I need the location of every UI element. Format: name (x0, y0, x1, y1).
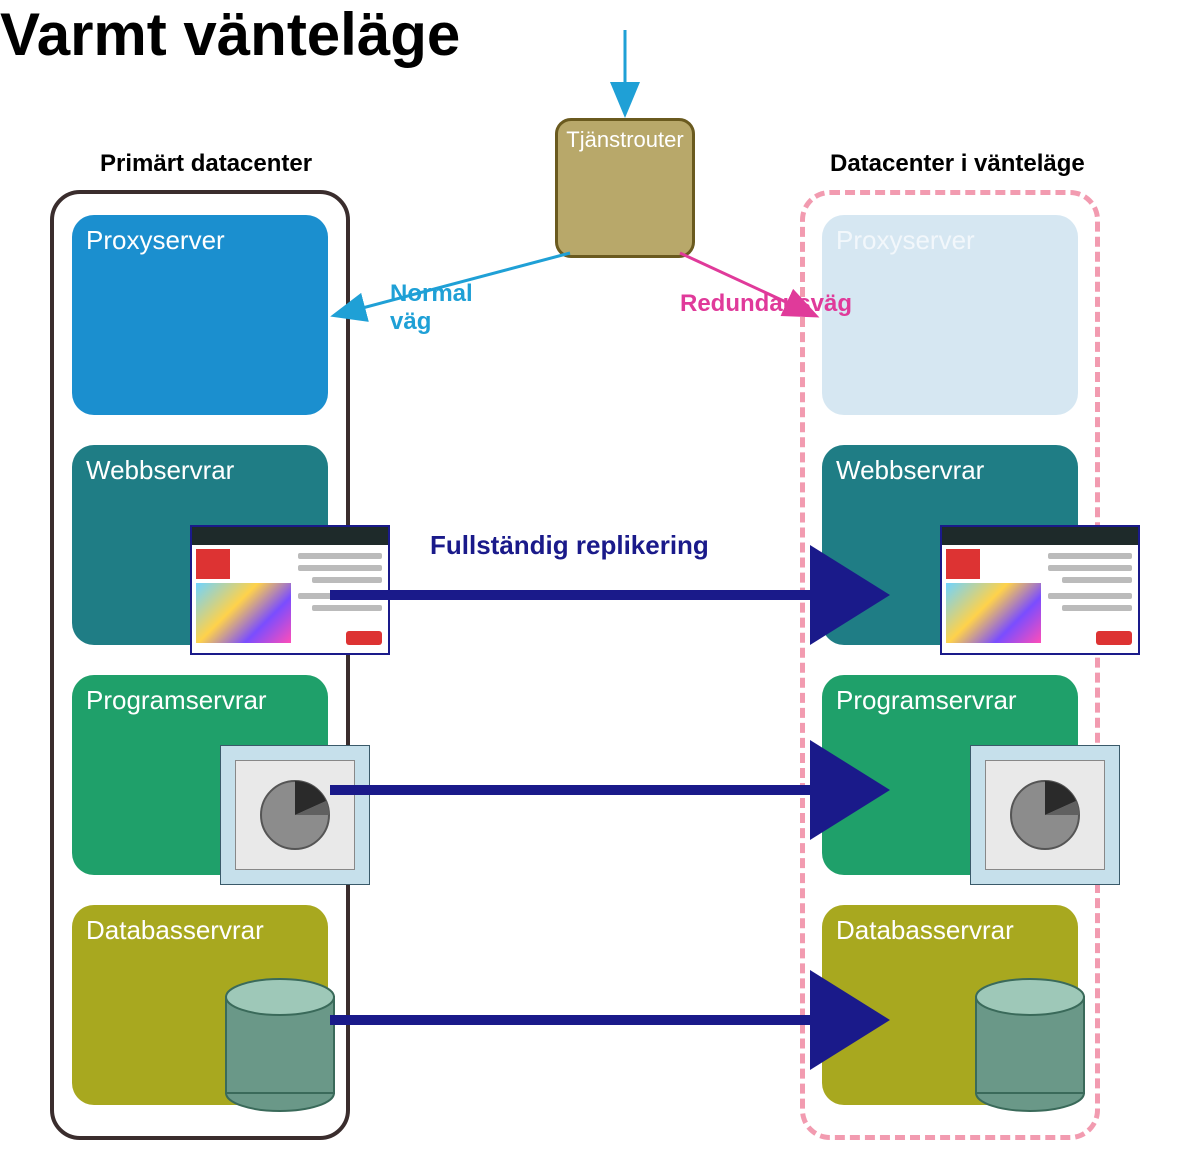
server-label: Databasservrar (836, 915, 1014, 945)
browser-window-icon (940, 525, 1140, 655)
standby-proxy-server: Proxyserver (822, 215, 1078, 415)
database-cylinder-icon (970, 975, 1090, 1115)
database-cylinder-icon (220, 975, 340, 1115)
pie-chart-icon (255, 775, 335, 855)
server-label: Webbservrar (86, 455, 234, 485)
redundant-path-label: Redundansväg (680, 290, 852, 318)
server-label: Proxyserver (836, 225, 975, 255)
server-label: Programservrar (86, 685, 267, 715)
server-label: Proxyserver (86, 225, 225, 255)
router-label: Tjänstrouter (566, 127, 683, 152)
server-label: Programservrar (836, 685, 1017, 715)
server-label: Databasservrar (86, 915, 264, 945)
service-router-node: Tjänstrouter (555, 118, 695, 258)
primary-dc-label: Primärt datacenter (100, 150, 312, 178)
app-window-icon (970, 745, 1120, 885)
normal-path-label: Normalväg (390, 280, 473, 336)
primary-proxy-server: Proxyserver (72, 215, 328, 415)
server-label: Webbservrar (836, 455, 984, 485)
app-window-icon (220, 745, 370, 885)
pie-chart-icon (1005, 775, 1085, 855)
page-title: Varmt vänteläge (0, 0, 460, 69)
replication-label: Fullständig replikering (430, 530, 709, 561)
browser-window-icon (190, 525, 390, 655)
standby-dc-label: Datacenter i vänteläge (830, 150, 1085, 178)
